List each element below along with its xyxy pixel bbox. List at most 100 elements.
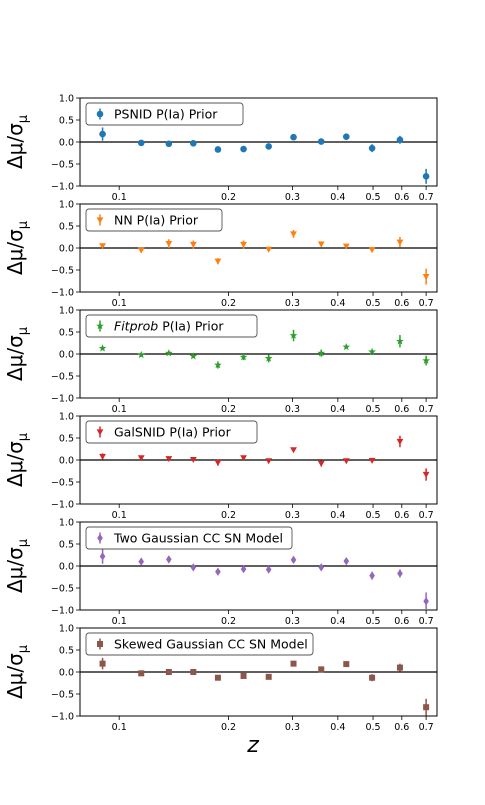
- x-tick-label: 0.5: [365, 192, 380, 203]
- legend-box: [85, 208, 223, 232]
- x-tick-label: 0.6: [394, 510, 409, 521]
- y-tick-label: 1.0: [59, 199, 74, 210]
- legend-box: [85, 526, 293, 550]
- y-axis-label: Δμ/σμ: [3, 115, 31, 169]
- y-tick-label: 0.5: [59, 645, 74, 656]
- x-tick-label: 0.3: [285, 722, 300, 733]
- data-point: [265, 458, 273, 465]
- legend-box: [85, 632, 314, 656]
- data-point: [369, 674, 376, 681]
- x-tick-label: 0.1: [112, 510, 127, 521]
- data-point: [99, 130, 106, 138]
- data-point: [290, 133, 297, 141]
- y-tick-label: −0.5: [51, 477, 74, 488]
- legend-label-rest: P(Ia) Prior: [158, 319, 224, 334]
- x-tick-label: 0.7: [419, 616, 434, 627]
- data-point: [165, 669, 172, 675]
- data-point: [343, 556, 350, 566]
- x-tick-label: 0.5: [365, 298, 380, 309]
- y-tick-label: −1.0: [51, 711, 74, 722]
- x-tick-label: 0.2: [221, 722, 236, 733]
- data-point: [290, 231, 297, 238]
- y-tick-label: 1.0: [59, 623, 74, 634]
- legend-label: GalSNID P(Ia) Prior: [114, 425, 232, 440]
- data-point: [165, 349, 173, 357]
- x-tick-label: 0.5: [365, 616, 380, 627]
- x-tick-label: 0.5: [365, 404, 380, 415]
- data-point: [240, 241, 247, 248]
- x-tick-label: 0.6: [394, 298, 409, 309]
- y-axis-label: Δμ/σμ: [3, 539, 31, 593]
- legend-label: Fitprob P(Ia) Prior: [114, 319, 224, 334]
- y-tick-label: −0.5: [51, 159, 74, 170]
- x-tick-label: 0.3: [285, 404, 300, 415]
- x-tick-label: 0.4: [330, 722, 345, 733]
- data-point: [98, 344, 107, 352]
- y-axis-label-subscript: μ: [16, 645, 31, 653]
- x-tick-label: 0.3: [285, 510, 300, 521]
- x-tick-label: 0.5: [365, 722, 380, 733]
- data-point: [99, 660, 106, 667]
- y-tick-label: 0.0: [59, 667, 74, 678]
- data-point: [396, 239, 404, 246]
- y-tick-label: 0.5: [59, 539, 74, 550]
- data-point: [317, 241, 325, 248]
- y-tick-label: 0.5: [59, 433, 74, 444]
- data-point: [138, 557, 145, 566]
- data-point: [137, 455, 145, 462]
- x-tick-label: 0.7: [419, 404, 434, 415]
- data-point: [99, 243, 106, 250]
- data-point: [99, 552, 106, 561]
- data-point: [265, 143, 272, 150]
- data-point: [240, 672, 247, 679]
- data-point: [396, 664, 403, 671]
- data-point: [317, 460, 325, 467]
- data-point: [240, 145, 247, 153]
- data-point: [214, 361, 222, 369]
- data-point: [240, 455, 247, 462]
- panel-4: 1.0 0.5 0.0 −0.5 −1.0 0.1 0.2 0.3 0.4 0.5 0.6 0.7 Δμ…: [3, 411, 438, 521]
- y-axis-label-main: Δμ/σ: [3, 653, 27, 699]
- data-point: [369, 571, 375, 580]
- x-tick-label: 0.4: [330, 510, 345, 521]
- data-point: [343, 661, 350, 668]
- x-axis-label: z: [246, 733, 259, 758]
- panel-6: 1.0 0.5 0.0 −0.5 −1.0 0.1 0.2 0.3 0.4 0.5 0.6 0.7 Δμ…: [3, 623, 438, 733]
- data-point: [396, 438, 404, 445]
- panel-1: 1.0 0.5 0.0 −0.5 −1.0 0.1 0.2 0.3 0.4 0.5 0.6 0.7 Δμ…: [3, 93, 438, 203]
- data-point: [317, 349, 326, 357]
- data-point: [137, 350, 146, 359]
- data-point: [138, 670, 145, 677]
- y-tick-label: 0.0: [59, 561, 74, 572]
- data-point: [137, 139, 145, 147]
- data-point: [290, 555, 297, 565]
- data-point: [368, 457, 376, 464]
- data-point: [190, 563, 197, 572]
- data-point: [289, 331, 298, 339]
- x-tick-label: 0.4: [330, 616, 345, 627]
- x-tick-label: 0.5: [365, 510, 380, 521]
- data-point: [265, 246, 273, 253]
- data-point: [342, 458, 350, 465]
- y-tick-label: 0.0: [59, 349, 74, 360]
- panel-2: 1.0 0.5 0.0 −0.5 −1.0 0.1 0.2 0.3 0.4 0.5 0.6 0.7 Δμ…: [3, 199, 438, 309]
- data-point: [265, 565, 272, 574]
- data-point: [264, 354, 273, 362]
- data-point: [215, 567, 221, 576]
- data-point: [422, 274, 430, 280]
- y-tick-label: 1.0: [59, 411, 74, 422]
- data-point: [189, 352, 198, 360]
- y-tick-label: 1.0: [59, 305, 74, 316]
- x-tick-label: 0.4: [330, 404, 345, 415]
- data-point: [422, 356, 430, 364]
- data-point: [189, 456, 197, 463]
- data-point: [318, 563, 325, 572]
- data-point: [290, 660, 297, 667]
- data-point: [423, 597, 429, 606]
- data-point: [214, 460, 222, 467]
- x-tick-label: 0.3: [285, 192, 300, 203]
- y-tick-label: −0.5: [51, 689, 74, 700]
- y-axis-label-subscript: μ: [16, 115, 31, 123]
- y-axis-label: Δμ/σμ: [3, 221, 31, 275]
- data-point: [96, 322, 104, 330]
